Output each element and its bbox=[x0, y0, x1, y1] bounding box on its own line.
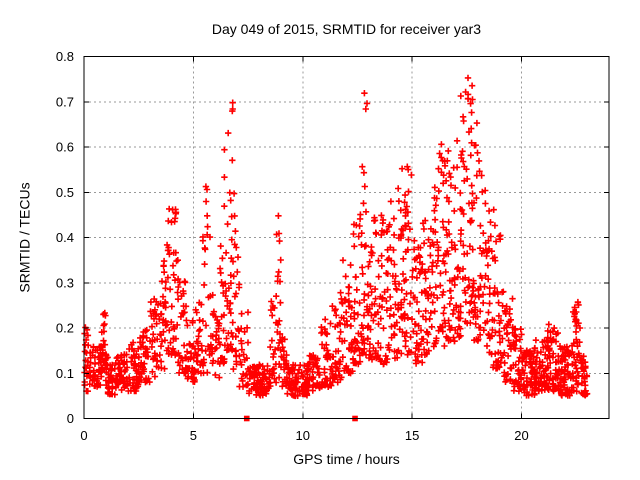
y-tick-label: 0.8 bbox=[56, 49, 74, 64]
x-tick-label: 0 bbox=[80, 428, 87, 443]
scatter-points bbox=[81, 74, 591, 400]
y-tick-label: 0.5 bbox=[56, 185, 74, 200]
y-tick-label: 0.1 bbox=[56, 366, 74, 381]
x-axis-title: GPS time / hours bbox=[293, 451, 400, 467]
y-tick-label: 0.6 bbox=[56, 140, 74, 155]
y-tick-label: 0.2 bbox=[56, 321, 74, 336]
y-tick-label: 0.3 bbox=[56, 275, 74, 290]
y-tick-label: 0 bbox=[67, 411, 74, 426]
y-tick-label: 0.4 bbox=[56, 230, 74, 245]
x-tick-label: 20 bbox=[514, 428, 528, 443]
x-tick-label: 10 bbox=[296, 428, 310, 443]
x-tick-label: 5 bbox=[190, 428, 197, 443]
chart-title: Day 049 of 2015, SRMTID for receiver yar… bbox=[211, 21, 482, 37]
x-tick-label: 15 bbox=[405, 428, 419, 443]
y-tick-label: 0.7 bbox=[56, 94, 74, 109]
